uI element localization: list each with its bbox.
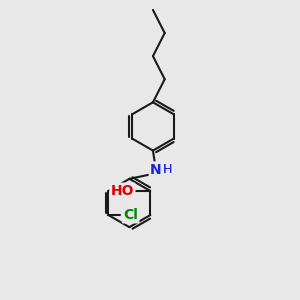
- Text: Cl: Cl: [123, 208, 138, 222]
- Text: HO: HO: [111, 184, 134, 198]
- Text: Cl: Cl: [123, 208, 138, 222]
- Text: N: N: [150, 163, 162, 177]
- Text: N: N: [150, 163, 162, 177]
- Text: H: H: [162, 163, 172, 176]
- Text: H: H: [162, 163, 172, 176]
- Text: HO: HO: [111, 184, 134, 198]
